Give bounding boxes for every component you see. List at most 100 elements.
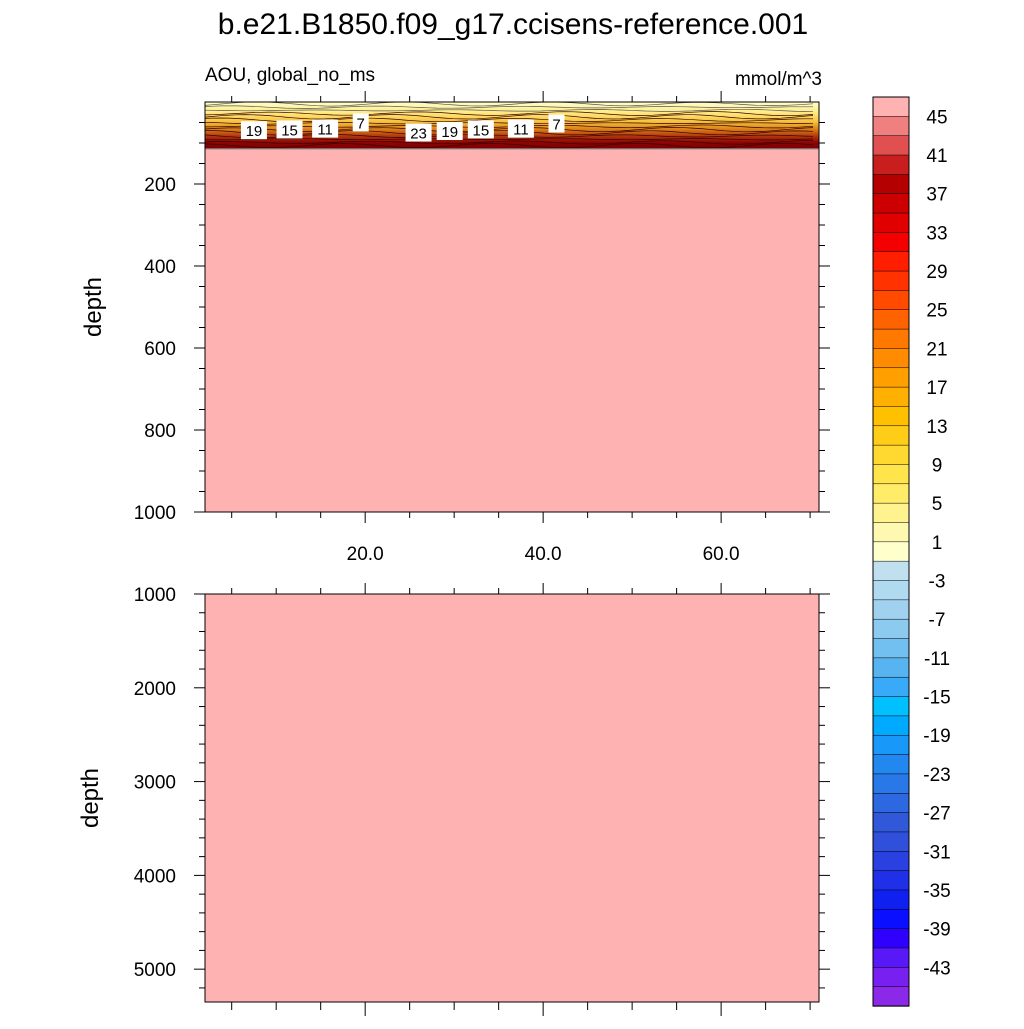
colorbar-box (872, 599, 910, 620)
colorbar-box (872, 309, 910, 330)
contour-label-box (436, 121, 463, 140)
colorbar-box (872, 425, 910, 446)
colorbar-box (872, 986, 910, 1007)
colorbar-label: 17 (926, 378, 947, 399)
colorbar-label: -43 (923, 958, 950, 979)
units-label: mmol/m^3 (735, 69, 822, 90)
colorbar-label: -35 (923, 881, 950, 902)
contour-line (204, 138, 814, 141)
upper-y-tick-label: 800 (144, 421, 176, 442)
contour-line (204, 111, 814, 117)
contour-label-box (276, 120, 303, 139)
colorbar-label: -15 (923, 688, 950, 709)
colorbar-box (872, 851, 910, 872)
contour-line (204, 140, 814, 145)
figure-title: b.e21.B1850.f09_g17.ccisens-reference.00… (218, 8, 808, 41)
colorbar-label: -11 (924, 649, 950, 670)
colorbar-box (872, 793, 910, 814)
colorbar-box (872, 773, 910, 794)
upper-y-tick-label: 1000 (134, 503, 176, 524)
contour-label: 7 (552, 117, 560, 134)
colorbar-label: 21 (926, 339, 947, 360)
colorbar-box (872, 909, 910, 930)
colorbar-box (872, 502, 910, 524)
colorbar-box (872, 251, 910, 272)
contour-line (204, 105, 813, 109)
contour-label: 11 (317, 122, 333, 139)
upper-y-tick-label: 600 (144, 339, 176, 360)
upper-panel-background (205, 102, 819, 512)
lower-y-tick-label: 5000 (134, 960, 176, 981)
colorbar-label: 25 (926, 301, 947, 322)
colorbar-label: -23 (923, 765, 950, 786)
colorbar-box (872, 560, 910, 582)
colorbar-box (872, 96, 910, 117)
colorbar-box (872, 541, 910, 562)
colorbar-box (872, 580, 910, 601)
colorbar-label: -3 (929, 572, 946, 593)
colorbar-label: 45 (926, 107, 947, 128)
lower-y-tick-label: 1000 (134, 585, 176, 606)
colorbar-box (872, 870, 910, 891)
lower-axis-ticks: 1000 2000 3000 4000 5000 (134, 583, 830, 1016)
colorbar-box (872, 270, 910, 292)
upper-y-tick-label: 400 (144, 257, 176, 278)
colorbar-label: 33 (926, 223, 947, 244)
colorbar-box (872, 812, 910, 833)
colorbar-box (872, 406, 910, 427)
contour-label-box (507, 119, 534, 138)
contour-labels: 19 15 11 7 23 19 15 11 7 (240, 113, 565, 143)
contour-label: 7 (357, 115, 365, 132)
colorbar-label: 37 (926, 185, 947, 206)
colorbar-label: 5 (932, 494, 943, 515)
colorbar-frame (872, 96, 910, 1007)
colorbar-box (872, 618, 910, 640)
contour-line (204, 101, 814, 107)
colorbar-box (872, 212, 910, 234)
colorbar-box (872, 889, 910, 910)
contour-label: 23 (410, 126, 427, 143)
colorbar-label: 13 (926, 417, 947, 438)
colorbar-box (872, 638, 910, 659)
colorbar-label: 29 (926, 262, 947, 283)
colorbar-box (872, 696, 910, 717)
contour-label: 11 (513, 122, 529, 139)
colorbar-box (872, 174, 910, 195)
colorbar-label: -19 (923, 726, 950, 747)
x-tick-label: 60.0 (703, 544, 740, 565)
colorbar-box (872, 232, 910, 253)
variable-label: AOU, global_no_ms (205, 65, 375, 86)
contour-line (204, 108, 814, 113)
colorbar-label: 9 (932, 455, 943, 476)
colorbar-box (872, 444, 910, 466)
contour-label-box (240, 121, 267, 140)
colorbar-box (872, 522, 910, 543)
colorbar-label: 1 (932, 533, 943, 554)
upper-y-tick-label: 200 (144, 175, 176, 196)
colorbar-box (872, 947, 910, 968)
contour-label-box (352, 113, 369, 132)
colorbar-box (872, 967, 910, 988)
colorbar-label: -31 (923, 842, 950, 863)
colorbar-box (872, 328, 910, 350)
contour-label-box (548, 114, 565, 133)
lower-panel: depth 1000 2000 3000 4000 5000 (77, 583, 830, 1016)
colorbar-label: 41 (926, 146, 947, 167)
colorbar-box (872, 464, 910, 485)
contour-label: 15 (281, 122, 298, 139)
contour-line (204, 117, 813, 123)
lower-panel-frame (204, 593, 820, 1003)
colorbar-label: -7 (929, 610, 946, 631)
colorbar-box (872, 193, 910, 214)
colorbar: 45 41 37 33 29 25 21 17 13 9 5 1 -3 -7 -11 -15 -19 -23 -27… (872, 96, 951, 1007)
lower-y-tick-label: 3000 (134, 773, 176, 794)
upper-panel: 19 15 11 7 23 19 15 11 7 AOU, global_no_ms mmol/… (80, 65, 830, 565)
colorbar-box (872, 715, 910, 736)
colorbar-box (872, 754, 910, 775)
contour-line (204, 143, 814, 149)
upper-y-axis-label: depth (80, 277, 107, 337)
colorbar-box (872, 290, 910, 311)
contour-label-box (467, 120, 494, 139)
contour-line (204, 114, 814, 120)
